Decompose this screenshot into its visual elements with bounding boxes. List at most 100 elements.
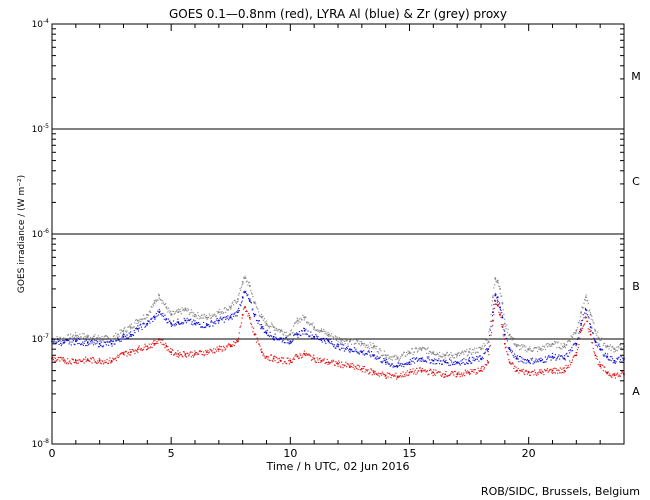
- series-dot: [574, 342, 576, 344]
- series-dot: [500, 316, 502, 318]
- series-dot: [247, 294, 249, 296]
- series-dot: [130, 328, 132, 330]
- series-dot: [618, 356, 620, 358]
- data-point: [272, 335, 275, 338]
- series-dot: [156, 299, 158, 301]
- series-dot: [506, 337, 508, 340]
- series-dot: [150, 311, 152, 314]
- series-dot: [545, 361, 547, 363]
- series-dot: [266, 355, 268, 358]
- series-dot: [249, 298, 251, 300]
- series-dot: [190, 356, 193, 358]
- series-dot: [612, 362, 614, 364]
- y-tick-label: 10-4: [32, 18, 50, 30]
- series-dot: [195, 351, 198, 354]
- data-series: [51, 275, 625, 380]
- series-dot: [456, 356, 458, 358]
- series-dot: [74, 331, 77, 334]
- series-dot: [308, 322, 310, 324]
- series-dot: [542, 371, 544, 373]
- series-dot: [286, 335, 288, 337]
- series-dot: [419, 360, 421, 362]
- series-dot: [555, 368, 557, 370]
- series-dot: [62, 342, 65, 344]
- series-dot: [537, 361, 539, 363]
- data-point: [496, 279, 499, 282]
- series-dot: [546, 368, 549, 370]
- series-dot: [204, 326, 206, 329]
- series-dot: [399, 364, 401, 366]
- series-dot: [527, 361, 529, 363]
- series-dot: [60, 344, 62, 347]
- series-dot: [57, 339, 59, 341]
- series-dot: [558, 346, 560, 348]
- series-dot: [464, 369, 466, 371]
- series-dot: [362, 342, 364, 345]
- series-dot: [274, 333, 276, 335]
- series-dot: [207, 324, 209, 326]
- series-dot: [528, 349, 530, 351]
- series-dot: [289, 342, 291, 344]
- series-dot: [617, 375, 619, 377]
- series-dot: [198, 318, 200, 320]
- series-dot: [221, 350, 223, 352]
- data-point: [110, 359, 113, 362]
- series-dot: [233, 304, 235, 306]
- series-dot: [74, 362, 76, 364]
- series-dot: [581, 306, 583, 308]
- series-dot: [521, 344, 523, 346]
- series-dot: [465, 371, 467, 373]
- series-dot: [458, 351, 460, 354]
- data-point: [372, 371, 375, 374]
- series-dot: [108, 337, 110, 340]
- series-dot: [293, 325, 295, 327]
- series-dot: [456, 362, 458, 364]
- series-dot: [609, 344, 612, 346]
- series-dot: [316, 337, 318, 339]
- series-dot: [456, 361, 459, 363]
- series-dot: [100, 362, 102, 364]
- series-dot: [95, 361, 97, 363]
- series-dot: [485, 339, 487, 341]
- data-point: [585, 296, 587, 299]
- series-dot: [318, 329, 320, 332]
- series-dot: [326, 334, 328, 337]
- series-dot: [466, 355, 469, 357]
- series-dot: [379, 348, 381, 350]
- series-dot: [116, 335, 118, 337]
- series-dot: [320, 331, 322, 333]
- series-dot: [391, 359, 393, 361]
- series-dot: [250, 301, 252, 303]
- series-dot: [273, 339, 275, 341]
- series-dot: [491, 331, 493, 334]
- series-dot: [331, 361, 333, 363]
- series-dot: [194, 350, 196, 352]
- series-dot: [301, 319, 303, 321]
- series-dot: [435, 369, 437, 371]
- series-dot: [487, 350, 489, 353]
- series-dot: [341, 344, 343, 346]
- series-dot: [92, 344, 95, 346]
- series-dot: [441, 355, 443, 358]
- series-dot: [175, 311, 177, 313]
- series-dot: [284, 332, 286, 334]
- series-dot: [351, 363, 353, 365]
- series-dot: [251, 309, 253, 311]
- series-dot: [421, 357, 423, 359]
- series-dot: [59, 340, 61, 342]
- series-dot: [557, 341, 559, 343]
- series-dot: [408, 352, 410, 355]
- series-dot: [391, 363, 393, 365]
- series-dot: [236, 341, 238, 343]
- series-dot: [355, 350, 358, 352]
- series-dot: [394, 375, 396, 377]
- series-dot: [615, 349, 617, 351]
- series-dot: [476, 372, 478, 374]
- series-dot: [573, 355, 575, 357]
- series-dot: [513, 343, 515, 345]
- series-dot: [501, 324, 503, 326]
- series-dot: [452, 354, 454, 356]
- data-point: [146, 322, 149, 325]
- series-dot: [509, 350, 511, 352]
- series-dot: [239, 287, 241, 290]
